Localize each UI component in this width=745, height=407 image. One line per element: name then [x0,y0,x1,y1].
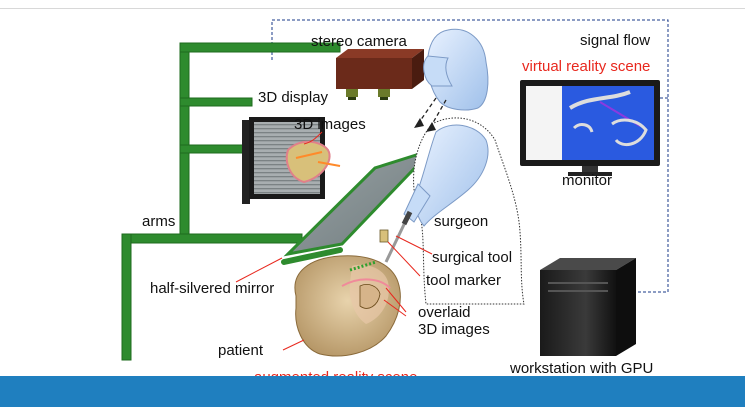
label-overlaid-line1: overlaid [418,304,471,321]
label-tool-marker: tool marker [426,272,502,289]
signal-flow-lines [271,19,669,293]
label-half-silvered-mirror: half-silvered mirror [150,280,275,297]
workstation [540,258,636,356]
stereo-camera [336,49,424,100]
label-virtual-reality-scene: virtual reality scene [522,58,651,75]
label-3d-display: 3D display [258,89,329,106]
label-stereo-camera: stereo camera [311,33,407,50]
label-signal-flow: signal flow [580,32,651,49]
label-surgeon: surgeon [434,213,489,230]
label-workstation: workstation with GPU [510,360,654,377]
label-overlaid-3d-images: overlaid 3D images [418,304,490,338]
label-patient: patient [218,342,264,359]
pointer-lines [235,131,433,351]
label-3d-images: 3D images [294,116,366,133]
label-arms: arms [142,213,176,230]
label-overlaid-line2: 3D images [418,321,490,338]
surgical-tool [379,210,413,263]
surgeon [403,28,525,305]
label-monitor: monitor [562,172,613,189]
top-rule [0,8,745,9]
label-surgical-tool: surgical tool [432,249,513,266]
bottom-bar [0,376,745,407]
gaze-arrows [414,97,447,132]
3d-display [242,117,341,204]
arm-frame [121,42,341,361]
patient [294,255,401,357]
monitor [520,80,660,176]
